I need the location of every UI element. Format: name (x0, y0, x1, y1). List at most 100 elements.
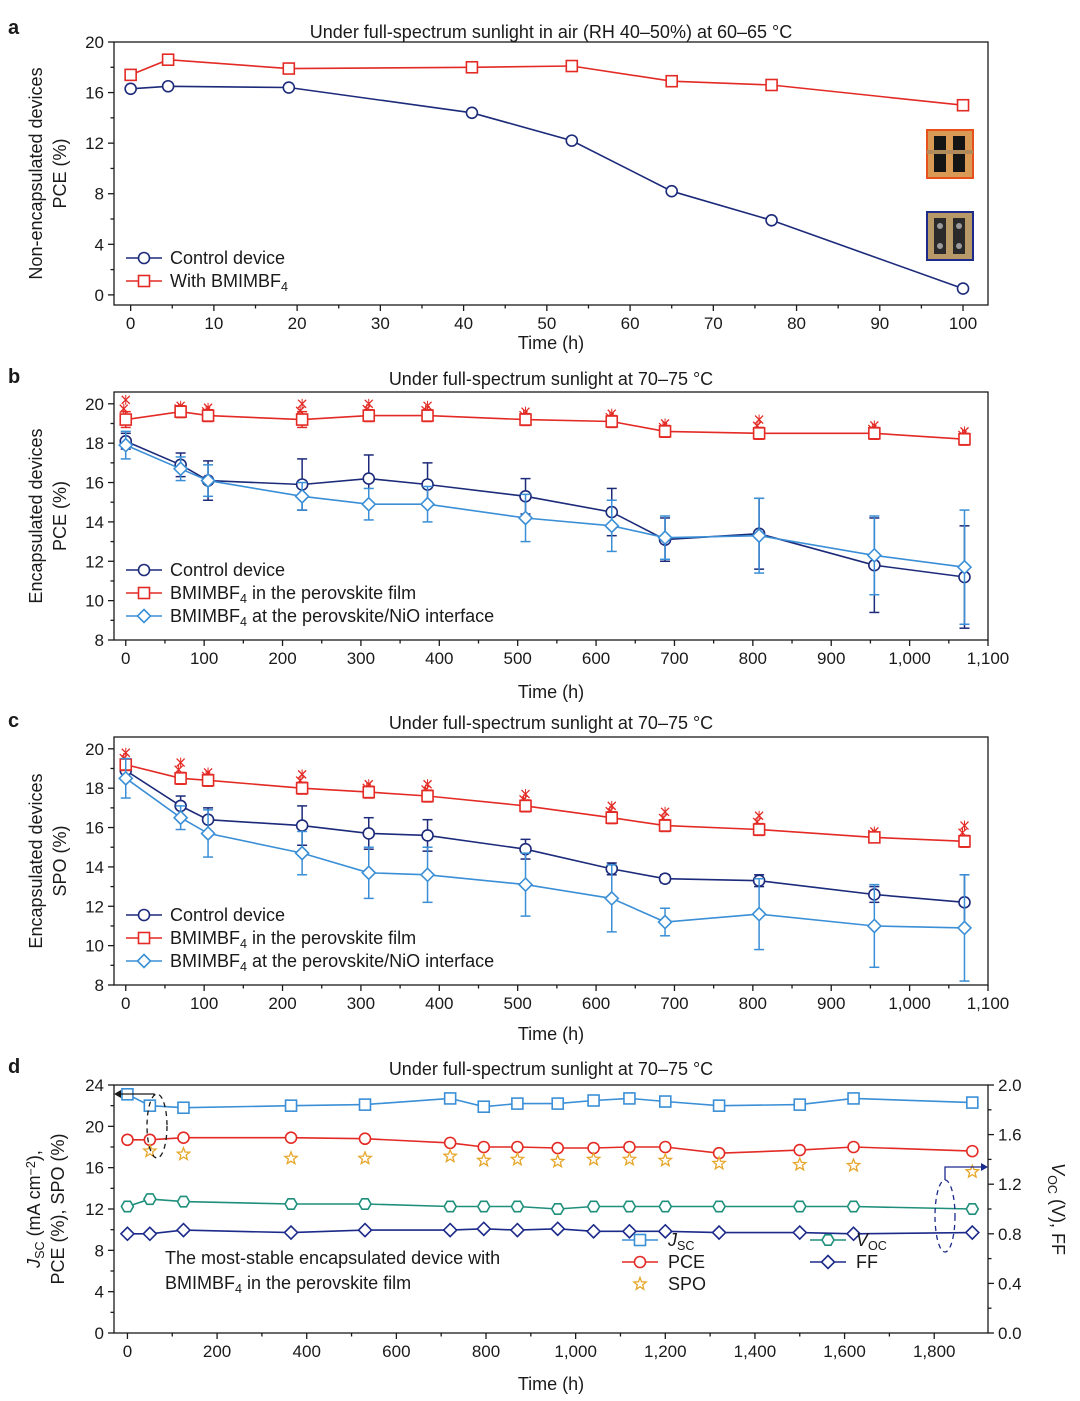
panel-d-series-4-point (845, 1226, 862, 1242)
panel-b-ytick-label: 10 (85, 592, 104, 611)
panel-d-series-4-point (964, 1224, 980, 1241)
panel-a-series-0-point (956, 282, 970, 295)
panel-b-ytick-label: 16 (85, 474, 104, 493)
panel-d-series-3-point (476, 1200, 491, 1213)
panel-b-series-1-device-point (121, 394, 131, 405)
panel-d-series-2-point (549, 1153, 566, 1169)
panel-c-xtick-label: 500 (503, 994, 531, 1013)
panel-d-series-3-point (712, 1200, 727, 1213)
panel-a-xtick-label: 80 (787, 314, 806, 333)
panel-d-series-4-point (509, 1222, 526, 1238)
panel-d-ylabel-line2: PCE (%), SPO (%) (48, 1133, 68, 1284)
panel-c-legend-marker-0 (137, 908, 151, 922)
panel-d-series-0-point (793, 1098, 807, 1111)
panel-c-series-1-point (421, 789, 434, 803)
panel-b-title: Under full-spectrum sunlight at 70–75 °C (389, 369, 713, 389)
panel-b-xtick-label: 900 (817, 649, 845, 668)
panel-d-right-group-ellipse (934, 1179, 956, 1253)
panel-a-series-0-point (161, 79, 175, 93)
panel-d-series-1-point (511, 1140, 524, 1154)
panel-c-plot-frame (113, 736, 989, 986)
panel-c-xtick-label: 700 (660, 994, 688, 1013)
panel-c-legend-marker-2 (136, 953, 152, 969)
panel-a-legend-label-1: With BMIMBF4 (170, 271, 288, 294)
panel-d-right-axis-arrow (944, 1163, 988, 1180)
panel-b-letter: b (8, 366, 20, 388)
panel-a-series-0-point (465, 106, 479, 120)
panel-d-series-4-point (550, 1221, 566, 1237)
panel-b-xtick-label: 200 (268, 649, 296, 668)
panel-b-xtick-label: 300 (347, 649, 375, 668)
panel-b-series-1-point (752, 427, 766, 440)
panel-a-series-1-point (765, 78, 778, 92)
panel-d-series-0-point (477, 1100, 491, 1113)
panel-c-xtick-label: 100 (190, 994, 218, 1013)
panel-d-series-2-point (175, 1145, 192, 1161)
panel-d-annotation-line1: The most-stable encapsulated device with (165, 1248, 500, 1268)
panel-d-series-0-point (511, 1097, 524, 1110)
panel-d-series-1-point (443, 1136, 457, 1150)
panel-a-series-0-point (124, 82, 137, 96)
panel-b-ytick-label: 14 (85, 513, 104, 532)
panel-a-series-1-line (130, 58, 964, 106)
panel-c-series-2-point (657, 914, 673, 930)
panel-d-ytick-right-label: 0.4 (998, 1274, 1022, 1293)
panel-a-series-1-point (124, 68, 137, 82)
panel-d-series-4-point (175, 1222, 192, 1238)
panel-a-xtick-label: 0 (126, 314, 135, 333)
panel-b-series-1-point (605, 415, 619, 428)
panel-d-series-2-point (283, 1150, 299, 1166)
panel-d-series-3-point (176, 1195, 191, 1208)
panel-d-series-3-point (142, 1193, 157, 1206)
panel-d-xtick-label: 200 (203, 1342, 231, 1361)
panel-c-series-0-point (295, 819, 309, 832)
panel-d-xtick-label: 1,400 (734, 1342, 777, 1361)
panel-d-ytick-label: 0 (95, 1324, 104, 1343)
panel-d-series-3-point (586, 1200, 601, 1213)
panel-a-ytick-label: 8 (95, 185, 104, 204)
panel-a-legend-label-0: Control device (170, 248, 285, 268)
panel-d-series-1-point (793, 1143, 807, 1157)
panel-d-series-1-point (121, 1133, 134, 1147)
panel-b-series-2-point (657, 530, 673, 546)
panel-d-series-2-point (357, 1150, 373, 1166)
panel-c-xtick-label: 400 (425, 994, 453, 1013)
panel-c-series-1-point (868, 831, 881, 844)
panel-d-series-1-point (477, 1140, 491, 1154)
panel-b-series-2-point (956, 559, 973, 575)
panel-c-series-2-point (361, 865, 377, 881)
panel-d-ytick-label: 4 (95, 1283, 104, 1302)
panel-a-ylabel-line1: Non-encapsulated devices (26, 67, 46, 279)
panel-b-ytick-label: 18 (85, 434, 104, 453)
panel-a-series-0-point (765, 213, 778, 227)
panel-b-series-1-point (421, 409, 434, 422)
panel-d-series-4-point (119, 1226, 136, 1242)
panel-b-legend-marker-1 (137, 586, 151, 600)
panel-d-series-3-point (846, 1200, 861, 1213)
panel-b-series-2-point (294, 488, 310, 504)
panel-c-series-0-line (125, 769, 965, 904)
panel-a-ytick-label: 4 (95, 235, 104, 254)
panel-a-series-1-point (956, 98, 970, 112)
panel-c-series-2-point (172, 810, 189, 826)
panel-c-xtick-label: 600 (582, 994, 610, 1013)
panel-a-series-1-point (565, 59, 579, 73)
panel-a-ylabel-line2: PCE (%) (50, 138, 70, 208)
panel-c-ytick-label: 14 (85, 858, 104, 877)
panel-a-ytick-label: 20 (85, 33, 104, 52)
panel-a-title: Under full-spectrum sunlight in air (RH … (310, 22, 792, 42)
panel-d-series-0-point (551, 1097, 565, 1110)
panel-c-legend-label-0: Control device (170, 905, 285, 925)
panel-c-series-2-point (118, 770, 134, 786)
panel-d-ytick-right-label: 2.0 (998, 1076, 1022, 1095)
panel-d-ylabel-right: VOC (V), FF (1045, 1163, 1068, 1255)
panel-d-series-3-point (284, 1198, 298, 1210)
panel-d-series-3-point (550, 1203, 565, 1215)
panel-a-series-0-line (130, 85, 964, 290)
panel-c-series-1-point (519, 799, 532, 813)
panel-d-ytick-label: 20 (85, 1117, 104, 1136)
panel-c-series-1-point (605, 811, 619, 824)
panel-b-xtick-label: 500 (503, 649, 531, 668)
panel-c-xtick-label: 900 (817, 994, 845, 1013)
